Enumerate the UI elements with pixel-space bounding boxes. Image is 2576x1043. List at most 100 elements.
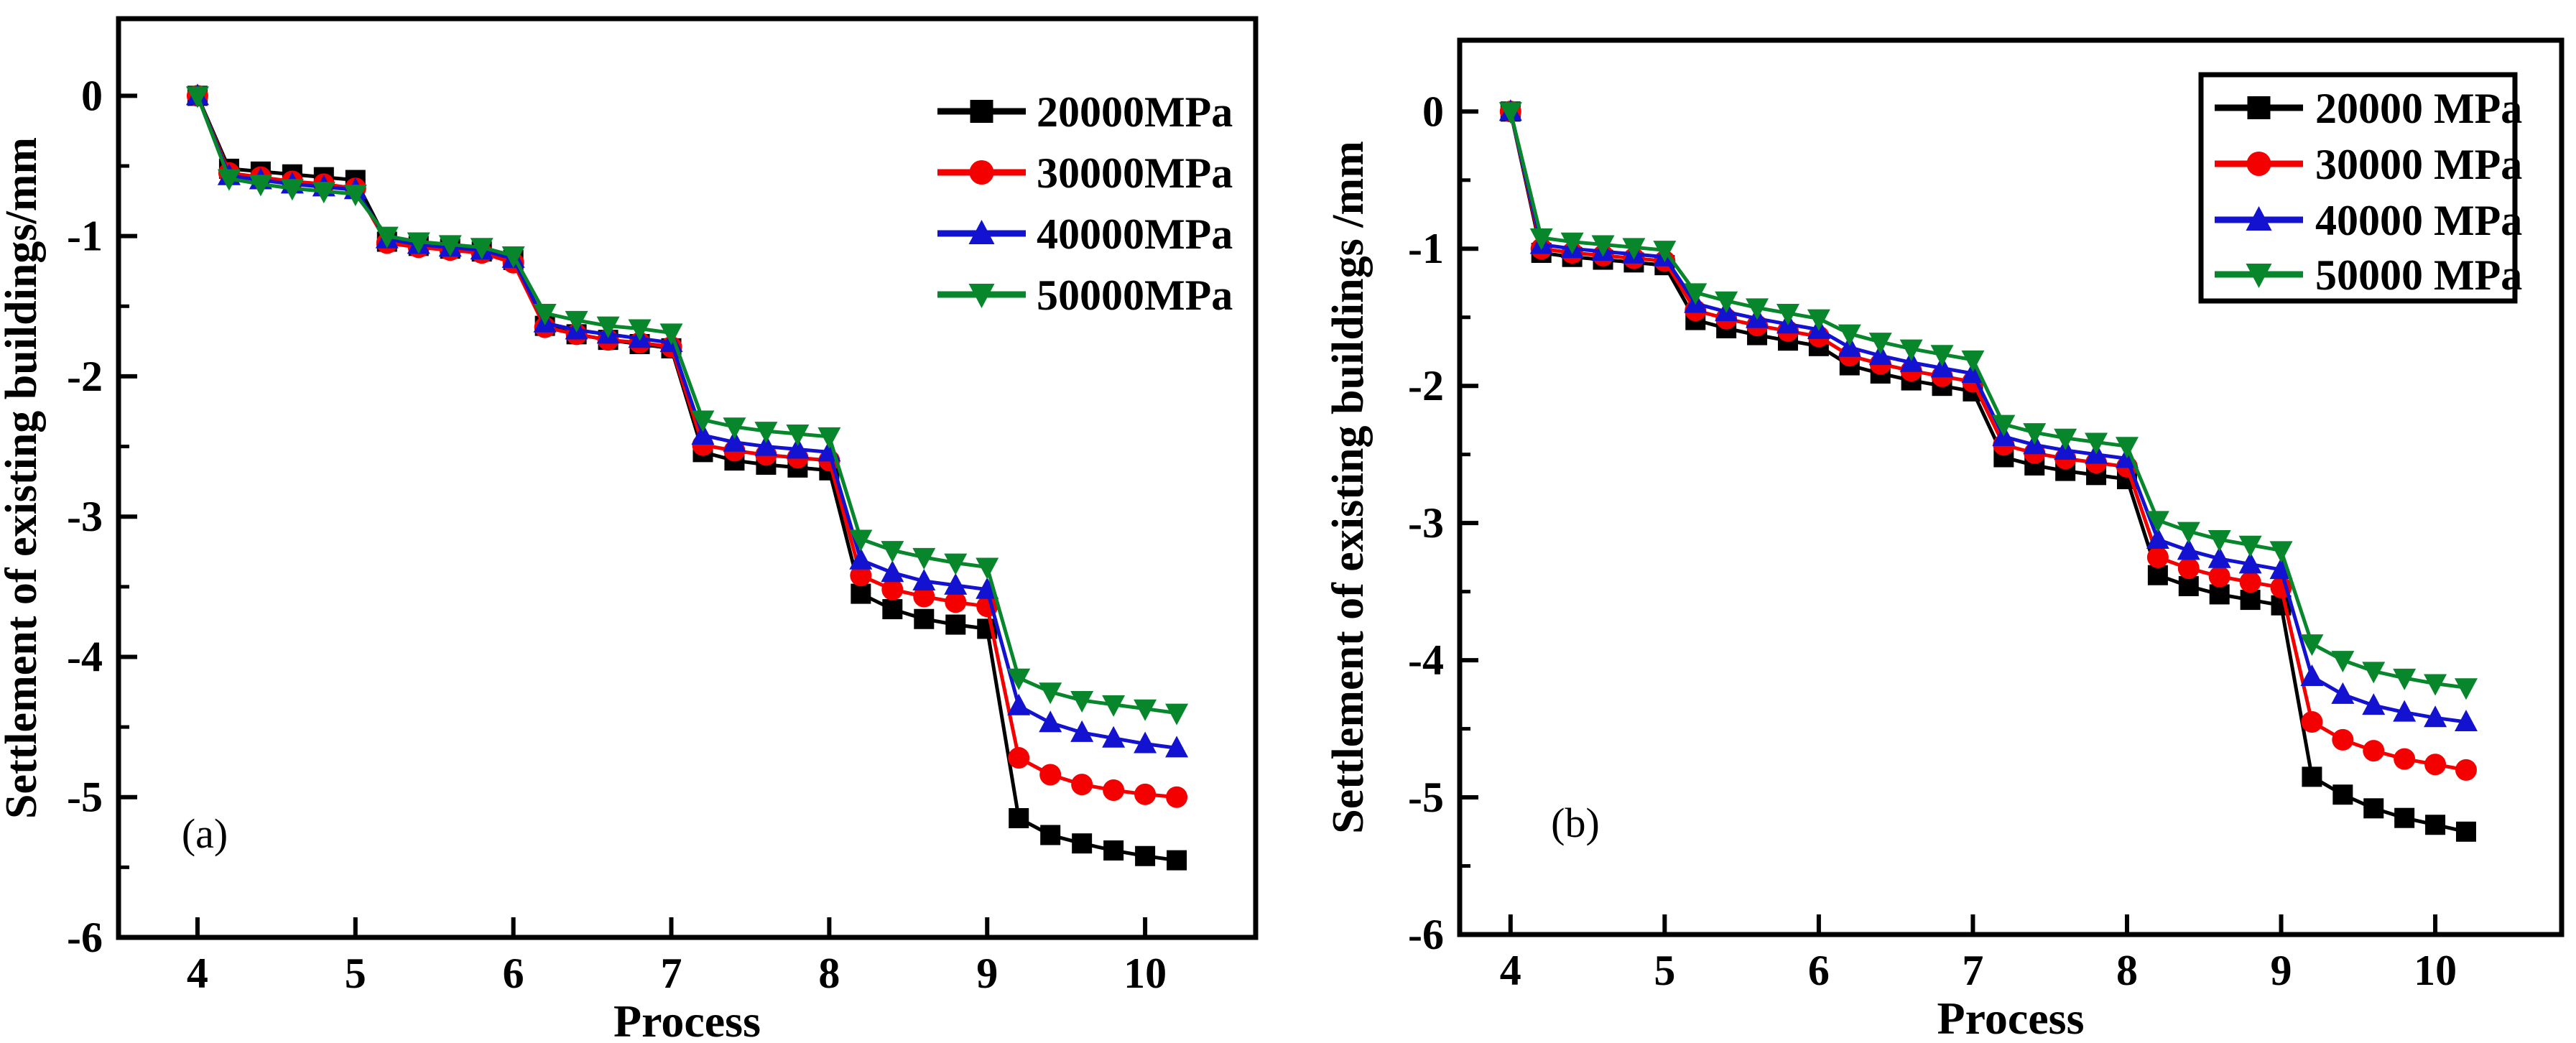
data-point-marker	[2332, 784, 2353, 805]
data-point-marker	[1776, 303, 1799, 325]
y-tick-label: -3	[67, 493, 103, 540]
y-tick-label: -2	[1408, 362, 1444, 409]
data-point-marker	[2146, 527, 2169, 550]
data-point-marker	[2146, 546, 2169, 568]
x-tick-label: 4	[1500, 947, 1521, 994]
data-point-marker	[2424, 674, 2447, 696]
legend-marker	[2246, 206, 2272, 231]
data-point-marker	[1930, 345, 1954, 367]
data-point-marker	[723, 430, 746, 452]
x-tick-label: 5	[1654, 947, 1675, 994]
data-point-marker	[1009, 808, 1029, 829]
y-axis-title: Settlement of existing buildings /mm	[1324, 141, 1373, 833]
data-point-marker	[1622, 238, 1646, 260]
data-point-marker	[2455, 759, 2477, 781]
y-tick-label: -6	[1408, 911, 1444, 958]
data-point-marker	[1591, 235, 1615, 257]
data-point-marker	[2207, 546, 2231, 568]
data-point-marker	[2300, 634, 2324, 657]
data-point-marker	[913, 585, 935, 608]
legend-marker	[2246, 152, 2271, 176]
plot-border	[116, 16, 1259, 940]
data-point-marker	[2301, 711, 2323, 733]
data-point-marker	[1807, 309, 1830, 331]
data-point-marker	[851, 583, 871, 604]
data-point-marker	[2238, 552, 2262, 574]
data-point-marker	[2363, 798, 2384, 819]
data-point-marker	[2331, 682, 2355, 704]
data-point-marker	[280, 179, 304, 201]
y-axis-title: Settlement of existing buildings/mm	[0, 137, 46, 819]
data-point-marker	[1899, 350, 1923, 372]
data-point-marker	[849, 547, 873, 570]
data-point-marker	[1961, 350, 1985, 372]
data-point-marker	[786, 424, 810, 446]
data-point-marker	[881, 541, 904, 563]
data-point-marker	[1134, 699, 1157, 721]
x-axis-title: Process	[613, 996, 761, 1043]
data-point-marker	[2239, 571, 2261, 593]
legend-label: 30000 MPa	[2315, 141, 2522, 188]
data-point-marker	[2332, 728, 2354, 751]
data-point-marker	[501, 246, 525, 269]
x-axis-title: Process	[1937, 993, 2085, 1043]
data-point-marker	[2300, 664, 2324, 687]
data-point-marker	[2454, 678, 2478, 700]
y-tick-label: -1	[67, 213, 103, 260]
data-point-marker	[881, 560, 904, 583]
y-tick-label: -4	[67, 633, 103, 680]
x-tick-label: 10	[1123, 950, 1167, 997]
y-tick-label: 0	[1422, 88, 1444, 135]
x-tick-label: 7	[1962, 947, 1983, 994]
data-point-marker	[628, 319, 652, 341]
legend-marker	[2246, 264, 2272, 288]
legend-marker	[970, 100, 993, 123]
y-tick-label: -6	[67, 914, 103, 961]
y-tick-label: -1	[1408, 225, 1444, 272]
data-point-marker	[1868, 343, 1892, 366]
data-point-marker	[2393, 668, 2417, 690]
data-point-marker	[691, 422, 715, 445]
data-point-marker	[2178, 575, 2199, 596]
chart-panel-b: 0 -1 -2 -3 -4 -5 -6 4 5 6 7 8 9 10 Process Settlement o…	[1324, 37, 2565, 1043]
data-point-marker	[1868, 333, 1892, 355]
data-point-marker	[407, 232, 430, 254]
data-point-marker	[1838, 324, 1861, 346]
data-point-marker	[754, 434, 778, 456]
panel-label: (b)	[1551, 799, 1600, 846]
data-point-marker	[2362, 693, 2386, 715]
data-point-marker	[1040, 825, 1061, 845]
data-point-marker	[185, 86, 209, 108]
series-line	[1509, 111, 2467, 690]
data-point-marker	[1167, 850, 1187, 871]
data-point-marker	[1007, 693, 1031, 715]
data-point-marker	[1715, 291, 1738, 313]
legend-label: 40000 MPa	[2315, 197, 2522, 244]
data-point-marker	[312, 182, 335, 204]
data-point-marker	[976, 557, 999, 580]
data-point-marker	[659, 323, 683, 346]
x-tick-label: 5	[345, 950, 366, 997]
series-line	[195, 95, 1177, 715]
data-point-marker	[912, 547, 936, 570]
legend-label: 30000MPa	[1037, 149, 1233, 197]
legend-marker	[968, 220, 995, 244]
data-point-marker	[945, 614, 966, 635]
x-tick-label: 10	[2414, 947, 2457, 994]
data-point-marker	[850, 565, 872, 587]
data-point-marker	[1039, 764, 1062, 786]
data-point-marker	[2177, 522, 2200, 544]
data-point-marker	[1070, 690, 1094, 713]
data-point-marker	[2424, 705, 2447, 728]
data-point-marker	[1930, 356, 1954, 378]
x-tick-label: 7	[661, 950, 682, 997]
data-point-marker	[1102, 726, 1126, 748]
y-tick-label: -2	[67, 353, 103, 400]
y-tick-label: -5	[67, 774, 103, 821]
x-tick-label: 4	[187, 950, 208, 997]
data-point-marker	[882, 599, 903, 620]
legend-marker	[969, 160, 994, 185]
legend-label: 20000MPa	[1037, 88, 1233, 136]
data-point-marker	[881, 578, 904, 601]
